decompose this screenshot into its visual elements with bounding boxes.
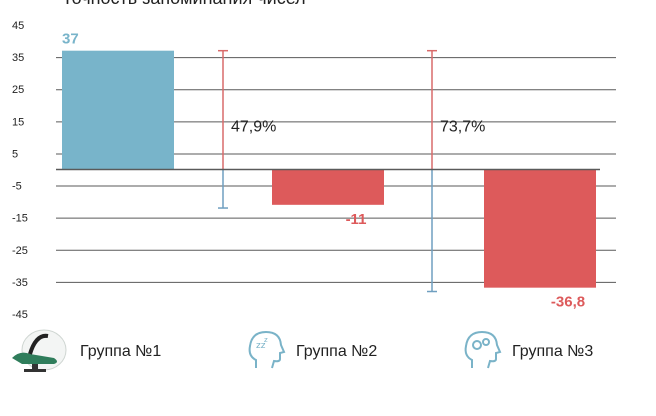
legend-label-group2: Группа №2 xyxy=(296,343,378,360)
range-label-1: 47,9% xyxy=(231,119,276,136)
legend-label-group3: Группа №3 xyxy=(512,343,594,360)
y-tick-label: 5 xyxy=(12,148,18,160)
svg-text:zz: zz xyxy=(256,341,266,351)
value-label-1: 37 xyxy=(62,31,79,48)
legend-item-group2: zz z Группа №2 xyxy=(246,330,377,374)
bar-2 xyxy=(272,169,384,205)
legend-item-group1: Группа №1 xyxy=(10,328,162,377)
y-tick-label: 45 xyxy=(12,20,24,32)
bar-chart: 45 35 25 15 5 -5 -15 -25 -35 -45 37 -11 -36,8 47,9% 73… xyxy=(12,20,616,321)
bar-1 xyxy=(62,50,174,170)
y-tick-label: -35 xyxy=(12,277,28,289)
legend-label-group1: Группа №1 xyxy=(80,343,162,360)
svg-text:z: z xyxy=(264,336,268,344)
y-tick-label: -45 xyxy=(12,309,28,321)
head-gears-icon xyxy=(462,328,502,377)
range-label-2: 73,7% xyxy=(440,119,485,136)
chair-logo-icon xyxy=(10,328,70,377)
legend-item-group3: Группа №3 xyxy=(462,330,593,374)
y-tick-label: -5 xyxy=(12,181,22,193)
y-tick-label: 35 xyxy=(12,52,24,64)
y-tick-label: 15 xyxy=(12,116,24,128)
chart-title: Точность запоминания чисел xyxy=(62,0,306,9)
value-label-2: -11 xyxy=(346,211,367,228)
head-sleep-icon: zz z xyxy=(246,328,286,377)
value-label-3: -36,8 xyxy=(551,294,585,311)
y-tick-label: -15 xyxy=(12,213,28,225)
bar-3 xyxy=(484,169,596,288)
y-tick-label: -25 xyxy=(12,245,28,257)
y-tick-label: 25 xyxy=(12,84,24,96)
